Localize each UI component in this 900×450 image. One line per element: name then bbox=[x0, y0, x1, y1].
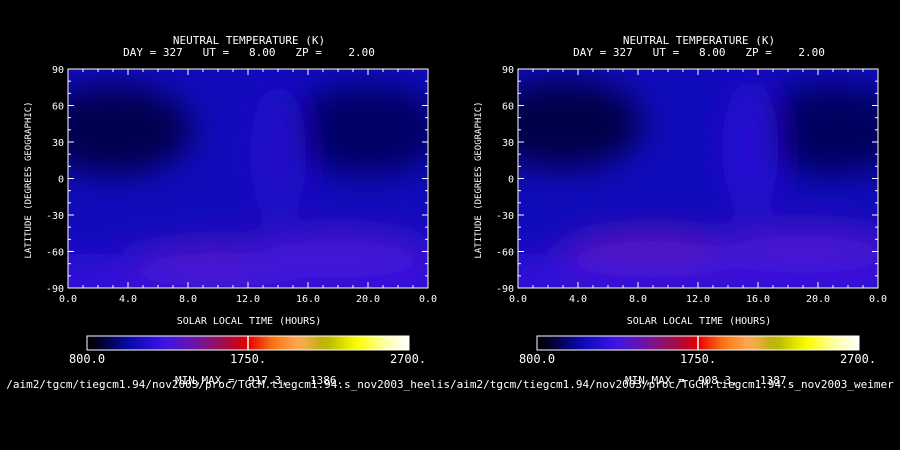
y-tick-label: 0 bbox=[58, 175, 64, 186]
y-tick-label: -60 bbox=[46, 248, 64, 259]
x-tick-label: 20.0 bbox=[356, 294, 380, 305]
y-ticks: 90 60 30 0 -30 -60 -90 bbox=[46, 65, 428, 295]
x-ticks: 0.0 4.0 8.0 12.0 16.0 20.0 0.0 bbox=[509, 69, 887, 305]
field-ridge-4 bbox=[250, 84, 306, 225]
y-tick-label: 30 bbox=[502, 138, 514, 149]
chart-panel-2: NEUTRAL TEMPERATURE (K) DAY = 327 UT = 8… bbox=[450, 0, 900, 400]
y-axis-label: LATITUDE (DEGREES GEOGRAPHIC) bbox=[474, 101, 484, 258]
field-low-0 bbox=[68, 84, 193, 175]
x-tick-label: 12.0 bbox=[236, 294, 260, 305]
x-axis-label: SOLAR LOCAL TIME (HOURS) bbox=[177, 316, 322, 327]
field-low-1 bbox=[288, 84, 428, 175]
chart-title: NEUTRAL TEMPERATURE (K) bbox=[623, 34, 775, 47]
x-tick-label: 0.0 bbox=[869, 294, 887, 305]
min-value: 917.3, bbox=[248, 374, 288, 387]
x-tick-label: 8.0 bbox=[629, 294, 647, 305]
y-tick-label: 60 bbox=[502, 102, 514, 113]
x-tick-label: 16.0 bbox=[746, 294, 770, 305]
x-ticks: 0.0 4.0 8.0 12.0 16.0 20.0 0.0 bbox=[59, 69, 437, 305]
plot-area bbox=[517, 68, 879, 289]
plot-area bbox=[67, 68, 429, 289]
field-low-0 bbox=[518, 78, 643, 169]
x-axis-label: SOLAR LOCAL TIME (HOURS) bbox=[627, 316, 772, 327]
chart-panel-1: NEUTRAL TEMPERATURE (K) DAY = 327 UT = 8… bbox=[0, 0, 450, 400]
y-tick-label: 90 bbox=[52, 65, 64, 76]
colorbar-min-label: 800.0 bbox=[519, 352, 555, 366]
y-tick-label: -90 bbox=[496, 284, 514, 295]
colorbar-mid-label: 1750. bbox=[230, 352, 266, 366]
chart-subtitle: DAY = 327 UT = 8.00 ZP = 2.00 bbox=[573, 46, 825, 59]
y-tick-label: -30 bbox=[46, 211, 64, 222]
colorbar-max-label: 2700. bbox=[840, 352, 876, 366]
y-tick-label: 0 bbox=[508, 175, 514, 186]
colorbar bbox=[86, 335, 410, 351]
file-path-2: /aim2/tgcm/tiegcm1.94/nov2003/proc/TGCM.… bbox=[450, 378, 894, 391]
y-tick-label: -60 bbox=[496, 248, 514, 259]
x-tick-label: 20.0 bbox=[806, 294, 830, 305]
minmax-label: MIN,MAX = bbox=[625, 374, 685, 387]
x-tick-label: 12.0 bbox=[686, 294, 710, 305]
chart-svg-2: NEUTRAL TEMPERATURE (K) DAY = 327 UT = 8… bbox=[474, 34, 887, 387]
chart-svg-1: NEUTRAL TEMPERATURE (K) DAY = 327 UT = 8… bbox=[24, 34, 437, 387]
y-tick-label: 90 bbox=[502, 65, 514, 76]
y-ticks: 90 60 30 0 -30 -60 -90 bbox=[496, 65, 878, 295]
y-tick-label: 30 bbox=[52, 138, 64, 149]
colorbar-max-label: 2700. bbox=[390, 352, 426, 366]
colorbar bbox=[536, 335, 860, 351]
x-tick-label: 0.0 bbox=[59, 294, 77, 305]
y-tick-label: -90 bbox=[46, 284, 64, 295]
x-tick-label: 16.0 bbox=[296, 294, 320, 305]
y-tick-label: -30 bbox=[496, 211, 514, 222]
file-path-1: /aim2/tgcm/tiegcm1.94/nov2003/proc/TGCM.… bbox=[6, 378, 450, 391]
chart-subtitle: DAY = 327 UT = 8.00 ZP = 2.00 bbox=[123, 46, 375, 59]
max-value: 1387. bbox=[760, 374, 793, 387]
y-tick-label: 60 bbox=[52, 102, 64, 113]
minmax-label: MIN,MAX = bbox=[175, 374, 235, 387]
colorbar-mid-label: 1750. bbox=[680, 352, 716, 366]
colorbar-min-label: 800.0 bbox=[69, 352, 105, 366]
x-tick-label: 4.0 bbox=[569, 294, 587, 305]
field-ridge-4 bbox=[722, 78, 779, 219]
chart-title: NEUTRAL TEMPERATURE (K) bbox=[173, 34, 325, 47]
field-low-1 bbox=[753, 84, 878, 175]
y-axis-label: LATITUDE (DEGREES GEOGRAPHIC) bbox=[24, 101, 34, 258]
max-value: 1386. bbox=[310, 374, 343, 387]
file-path-line: /aim2/tgcm/tiegcm1.94/nov2003/proc/TGCM.… bbox=[0, 378, 900, 398]
x-tick-label: 4.0 bbox=[119, 294, 137, 305]
x-tick-label: 8.0 bbox=[179, 294, 197, 305]
x-tick-label: 0.0 bbox=[509, 294, 527, 305]
x-tick-label: 0.0 bbox=[419, 294, 437, 305]
min-value: 908.3, bbox=[698, 374, 738, 387]
